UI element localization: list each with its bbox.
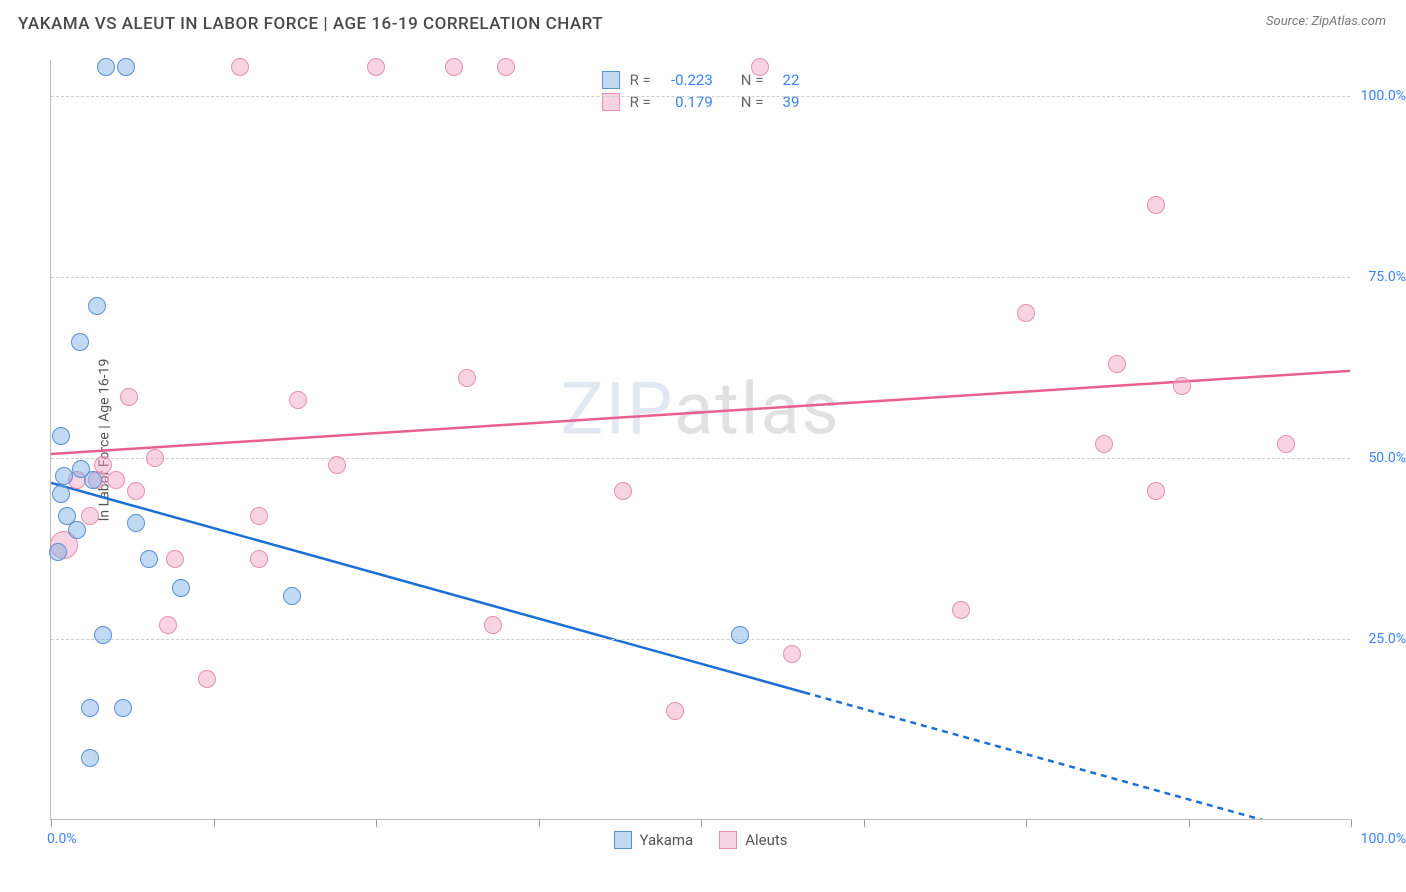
yakama-point	[88, 297, 106, 315]
swatch-yakama	[613, 831, 631, 849]
aleuts-point	[458, 369, 476, 387]
yakama-point	[731, 626, 749, 644]
yakama-point	[97, 58, 115, 76]
yakama-point	[55, 467, 73, 485]
aleuts-point	[250, 507, 268, 525]
scatter-plot-area: ZIPatlas In Labor Force | Age 16-19 R = …	[50, 60, 1350, 820]
aleuts-point	[1173, 377, 1191, 395]
chart-title: YAKAMA VS ALEUT IN LABOR FORCE | AGE 16-…	[18, 14, 603, 34]
yakama-point	[172, 579, 190, 597]
aleuts-point	[666, 702, 684, 720]
aleuts-point	[159, 616, 177, 634]
aleuts-point	[1017, 304, 1035, 322]
chart-header: YAKAMA VS ALEUT IN LABOR FORCE | AGE 16-…	[0, 0, 1406, 48]
stats-legend: R = -0.223 N = 22 R = 0.179 N = 39	[587, 64, 815, 120]
yakama-point	[52, 485, 70, 503]
aleuts-point	[250, 550, 268, 568]
aleuts-point	[127, 482, 145, 500]
yakama-point	[81, 749, 99, 767]
aleuts-point	[1147, 196, 1165, 214]
yakama-point	[68, 521, 86, 539]
aleuts-point	[952, 601, 970, 619]
x-tick	[51, 819, 52, 827]
y-tick-label: 50.0%	[1368, 450, 1406, 466]
x-tick	[1351, 819, 1352, 827]
yakama-point	[71, 333, 89, 351]
stats-row-aleuts: R = 0.179 N = 39	[602, 91, 800, 113]
aleuts-point	[198, 670, 216, 688]
aleuts-point	[614, 482, 632, 500]
aleuts-point	[166, 550, 184, 568]
x-tick	[864, 819, 865, 827]
aleuts-point	[289, 391, 307, 409]
x-label-min: 0.0%	[47, 831, 77, 847]
yakama-point	[52, 427, 70, 445]
yakama-point	[84, 471, 102, 489]
x-tick	[1189, 819, 1190, 827]
aleuts-point	[751, 58, 769, 76]
aleuts-point	[1147, 482, 1165, 500]
x-tick	[214, 819, 215, 827]
trend-lines	[51, 60, 1350, 819]
x-tick	[1026, 819, 1027, 827]
yakama-point	[114, 699, 132, 717]
yakama-point	[140, 550, 158, 568]
aleuts-point	[120, 388, 138, 406]
aleuts-point	[231, 58, 249, 76]
aleuts-point	[328, 456, 346, 474]
x-tick	[539, 819, 540, 827]
gridline	[51, 96, 1350, 97]
y-tick-label: 100.0%	[1361, 88, 1406, 104]
gridline	[51, 458, 1350, 459]
y-tick-label: 75.0%	[1368, 269, 1406, 285]
swatch-aleuts	[719, 831, 737, 849]
legend-item-yakama: Yakama	[613, 831, 693, 849]
aleuts-point	[497, 58, 515, 76]
y-tick-label: 25.0%	[1368, 631, 1406, 647]
aleuts-point	[484, 616, 502, 634]
gridline	[51, 639, 1350, 640]
yakama-point	[117, 58, 135, 76]
aleuts-point	[445, 58, 463, 76]
stats-row-yakama: R = -0.223 N = 22	[602, 69, 800, 91]
aleuts-point	[107, 471, 125, 489]
x-tick	[376, 819, 377, 827]
swatch-yakama	[602, 71, 620, 89]
aleuts-point	[146, 449, 164, 467]
aleuts-point	[81, 507, 99, 525]
x-label-max: 100.0%	[1361, 831, 1406, 847]
legend-item-aleuts: Aleuts	[719, 831, 787, 849]
yakama-point	[81, 699, 99, 717]
aleuts-point	[1095, 435, 1113, 453]
series-legend: Yakama Aleuts	[613, 831, 787, 849]
y-axis-title: In Labor Force | Age 16-19	[96, 358, 112, 521]
aleuts-point	[783, 645, 801, 663]
chart-source: Source: ZipAtlas.com	[1266, 14, 1386, 29]
yakama-point	[94, 626, 112, 644]
aleuts-point	[1108, 355, 1126, 373]
yakama-point	[49, 543, 67, 561]
aleuts-point	[367, 58, 385, 76]
yakama-point	[127, 514, 145, 532]
gridline	[51, 277, 1350, 278]
yakama-point	[283, 587, 301, 605]
x-tick	[701, 819, 702, 827]
aleuts-point	[1277, 435, 1295, 453]
watermark: ZIPatlas	[560, 367, 840, 452]
